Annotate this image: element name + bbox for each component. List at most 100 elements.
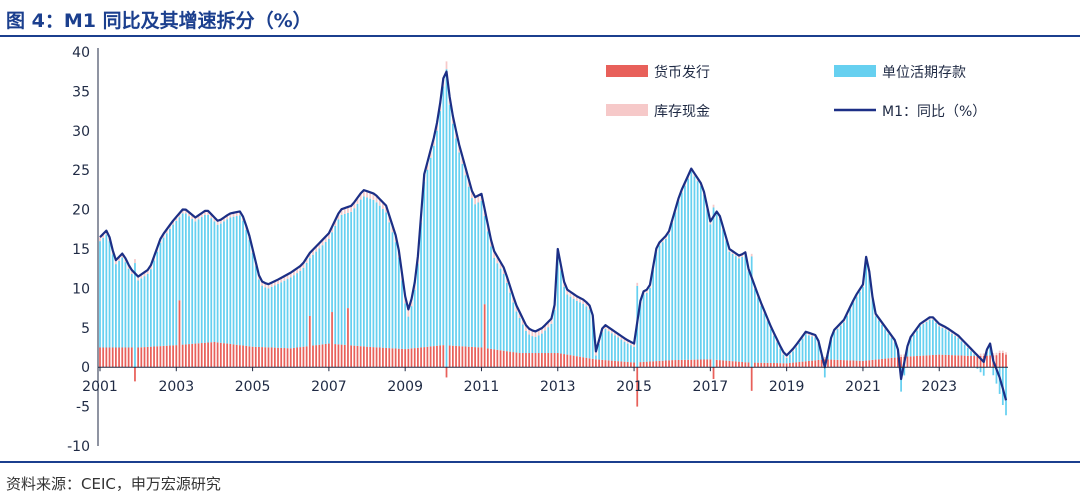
bar-currency (639, 362, 642, 368)
bar-currency (210, 342, 213, 368)
bar-currency (124, 347, 127, 368)
bar-currency (760, 362, 763, 368)
bar-currency (664, 360, 667, 368)
bar-currency (986, 355, 988, 368)
bar-cash (178, 213, 181, 218)
bar-currency (788, 362, 791, 368)
bar-deposits (595, 355, 597, 360)
bar-deposits (916, 330, 918, 356)
bar-currency (331, 312, 333, 368)
bar-cash (347, 206, 349, 213)
bar-cash (302, 262, 305, 268)
bar-deposits (305, 262, 308, 347)
bar-cash (191, 214, 194, 219)
bar-deposits (382, 209, 384, 348)
bar-currency (785, 363, 788, 368)
bar-cash (712, 204, 715, 208)
bar-deposits (467, 186, 470, 347)
bar-currency (270, 347, 273, 368)
bar-currency (521, 353, 524, 368)
bar-deposits (664, 238, 667, 361)
bar-currency (897, 357, 899, 368)
bar-deposits (334, 225, 337, 345)
bar-currency (928, 355, 931, 368)
bar-cash (359, 193, 362, 200)
bar-currency (699, 359, 702, 368)
bar-deposits (340, 214, 343, 345)
bar-deposits (299, 271, 302, 348)
bar-currency (471, 346, 473, 368)
bar-currency (633, 362, 635, 368)
bar-cash (102, 233, 105, 238)
bar-currency (855, 360, 858, 368)
bar-currency (550, 353, 553, 368)
m1-line (99, 70, 1008, 401)
bar-deposits (553, 309, 556, 354)
bar-deposits (512, 302, 515, 353)
bar-currency (582, 357, 585, 368)
bar-currency (738, 361, 740, 368)
bar-currency (394, 348, 397, 368)
bar-deposits (973, 354, 976, 357)
bar-deposits (134, 263, 136, 368)
bar-currency (149, 346, 152, 368)
bar-currency (258, 346, 260, 368)
bar-currency (213, 341, 216, 368)
bar-cash (115, 260, 117, 265)
bar-cash (362, 190, 365, 197)
bar-cash (280, 277, 283, 283)
bar-currency (957, 355, 960, 368)
bar-currency (305, 346, 308, 368)
bar-deposits (385, 212, 387, 348)
bar-currency (792, 362, 794, 368)
bar-cash (537, 329, 540, 336)
bar-currency (811, 360, 813, 368)
bar-currency (763, 362, 766, 368)
bar-currency (382, 347, 384, 368)
bar-deposits (614, 335, 616, 361)
bar-deposits (677, 201, 680, 360)
bar-deposits (753, 288, 756, 363)
bar-currency (839, 359, 842, 368)
bar-deposits (855, 296, 858, 361)
bar-currency (315, 345, 318, 368)
bar-deposits (108, 241, 111, 348)
bar-currency (293, 347, 295, 368)
x-axis: 2001 2003 2005 2007 2009 2011 2013 2015 2017 2019… (82, 366, 1008, 395)
bar-deposits (776, 342, 778, 364)
bar-deposits (823, 367, 826, 378)
bar-deposits (639, 304, 642, 363)
bar-currency (951, 355, 953, 368)
bar-currency (623, 361, 626, 368)
bar-deposits (525, 331, 527, 354)
bar-deposits (480, 200, 483, 348)
bar-deposits (588, 309, 591, 359)
bar-currency (175, 345, 178, 368)
bar-cash (604, 325, 607, 330)
bar-deposits (528, 334, 531, 354)
bar-deposits (261, 285, 263, 348)
bar-deposits (235, 216, 238, 345)
bar-deposits (496, 263, 499, 350)
bar-cash (146, 270, 149, 274)
bar-currency (588, 358, 591, 368)
bar-currency (849, 360, 852, 368)
bar-deposits (366, 197, 368, 347)
bar-cash (337, 213, 340, 220)
bar-cash (305, 257, 308, 263)
bar-deposits (843, 322, 845, 361)
bar-currency (413, 348, 416, 368)
bar-deposits (655, 251, 658, 362)
bar-currency (518, 353, 521, 368)
bar-currency (127, 347, 130, 368)
bar-deposits (836, 328, 839, 360)
bar-currency (229, 343, 232, 368)
bar-currency (423, 347, 426, 368)
bar-deposits (808, 335, 810, 361)
bar-deposits (874, 316, 877, 360)
bar-deposits (413, 289, 416, 349)
bar-currency (684, 359, 686, 368)
bar-currency (153, 346, 155, 368)
bar-currency (687, 359, 689, 368)
